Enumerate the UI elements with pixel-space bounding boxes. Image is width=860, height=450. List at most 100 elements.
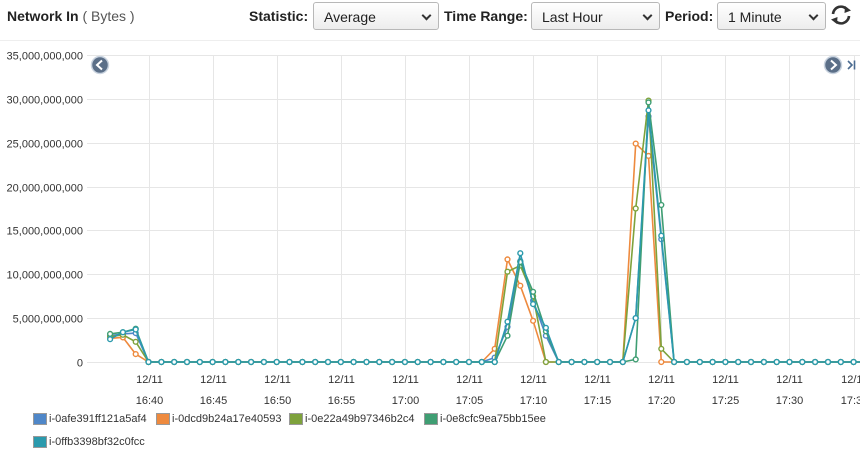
metric-unit: ( Bytes ): [82, 8, 135, 24]
data-point: [517, 282, 524, 289]
data-point: [171, 358, 178, 366]
data-point: [837, 358, 844, 366]
data-point: [632, 315, 639, 322]
chevron-down-icon: [421, 10, 432, 21]
data-point: [337, 358, 344, 366]
data-point: [183, 358, 191, 366]
legend-swatch: [33, 413, 47, 425]
x-tick-date: 12/11: [712, 374, 739, 386]
chevron-down-icon: [808, 10, 819, 21]
y-tick-label: 35,000,000,000: [7, 51, 83, 63]
series-line: [109, 99, 860, 363]
chevron-down-icon: [642, 10, 653, 21]
x-axis: 12/11 16:40 12/11 16:45 12/11 16:50 12/11 16:55…: [136, 374, 860, 407]
data-point: [222, 358, 229, 366]
y-tick-label: 5,000,000,000: [13, 314, 83, 326]
data-point: [504, 256, 511, 263]
data-point: [542, 358, 550, 366]
y-tick-label: 20,000,000,000: [7, 183, 83, 195]
x-tick-time: 17:15: [584, 395, 612, 407]
statistic-label: Statistic:: [249, 8, 309, 24]
data-point: [645, 152, 652, 160]
series-1: [106, 113, 860, 366]
data-point: [248, 358, 255, 366]
x-tick-time: 17:25: [712, 395, 740, 407]
period-select[interactable]: 1 Minute: [717, 2, 826, 30]
data-point: [645, 99, 652, 106]
legend-label: i-0dcd9b24a17e40593: [172, 413, 282, 425]
legend-swatch: [156, 413, 170, 425]
time-range-select[interactable]: Last Hour: [531, 2, 660, 30]
data-point: [645, 107, 652, 114]
x-tick-time: 17:35: [841, 395, 860, 407]
data-point: [132, 326, 139, 333]
data-point: [747, 358, 755, 366]
data-point: [632, 205, 639, 212]
y-axis: 0 5,000,000,000 10,000,000,000 15,000,000,0…: [7, 51, 83, 370]
x-tick-date: 12/11: [520, 374, 547, 386]
legend-swatch: [33, 436, 47, 448]
data-point: [440, 358, 447, 366]
refresh-icon[interactable]: [828, 3, 854, 27]
x-tick-time: 17:20: [648, 395, 676, 407]
skip-to-end-icon[interactable]: [847, 60, 856, 70]
data-point: [658, 358, 665, 366]
data-point: [504, 318, 511, 325]
chevron-right-icon[interactable]: [823, 55, 843, 75]
x-tick-time: 17:30: [776, 395, 804, 407]
data-point: [722, 358, 729, 366]
chart-series: [106, 97, 860, 366]
chevron-left-icon[interactable]: [90, 55, 110, 75]
data-point: [106, 330, 114, 338]
x-tick-date: 12/11: [264, 374, 291, 386]
data-point: [670, 358, 678, 366]
data-point: [606, 358, 614, 366]
series-line: [110, 142, 860, 363]
data-point: [619, 358, 626, 366]
data-point: [658, 232, 665, 239]
data-point: [260, 358, 268, 366]
data-point: [594, 358, 601, 366]
y-tick-label: 0: [77, 358, 83, 370]
data-point: [696, 358, 703, 366]
data-point: [555, 358, 562, 366]
data-point: [132, 351, 139, 358]
x-tick-date: 12/11: [328, 374, 355, 386]
data-point: [106, 336, 114, 343]
period-value: 1 Minute: [728, 9, 782, 25]
data-point: [632, 356, 639, 363]
metric-name: Network In: [7, 8, 79, 24]
x-tick-date: 12/11: [392, 374, 419, 386]
series-2: [106, 140, 860, 366]
legend-swatch: [424, 413, 438, 425]
data-point: [799, 358, 806, 366]
chart-toolbar: Network In ( Bytes ) Statistic: Average …: [0, 0, 860, 33]
metric-title: Network In ( Bytes ): [7, 8, 135, 24]
data-point: [350, 358, 357, 366]
data-point: [389, 358, 396, 366]
data-point: [760, 358, 768, 366]
data-point: [491, 358, 498, 366]
time-range-label: Time Range:: [444, 8, 528, 24]
legend-swatch: [289, 413, 303, 425]
data-point: [581, 358, 588, 366]
legend-label: i-0e22a49b97346b2c4: [305, 413, 415, 425]
data-point: [529, 288, 537, 295]
x-tick-date: 12/11: [648, 374, 675, 386]
statistic-select[interactable]: Average: [313, 2, 439, 30]
data-point: [132, 338, 139, 345]
data-point: [529, 317, 537, 324]
x-tick-date: 12/11: [584, 374, 611, 386]
series-3: [106, 97, 860, 366]
data-point: [504, 268, 511, 275]
x-tick-time: 17:05: [456, 395, 484, 407]
data-point: [209, 358, 216, 366]
data-point: [273, 358, 280, 366]
statistic-value: Average: [324, 9, 376, 25]
data-point: [517, 250, 524, 257]
time-range-value: Last Hour: [542, 9, 603, 25]
y-tick-label: 15,000,000,000: [7, 226, 83, 238]
data-point: [504, 332, 511, 339]
data-point: [286, 358, 293, 366]
series-4: [106, 99, 860, 366]
